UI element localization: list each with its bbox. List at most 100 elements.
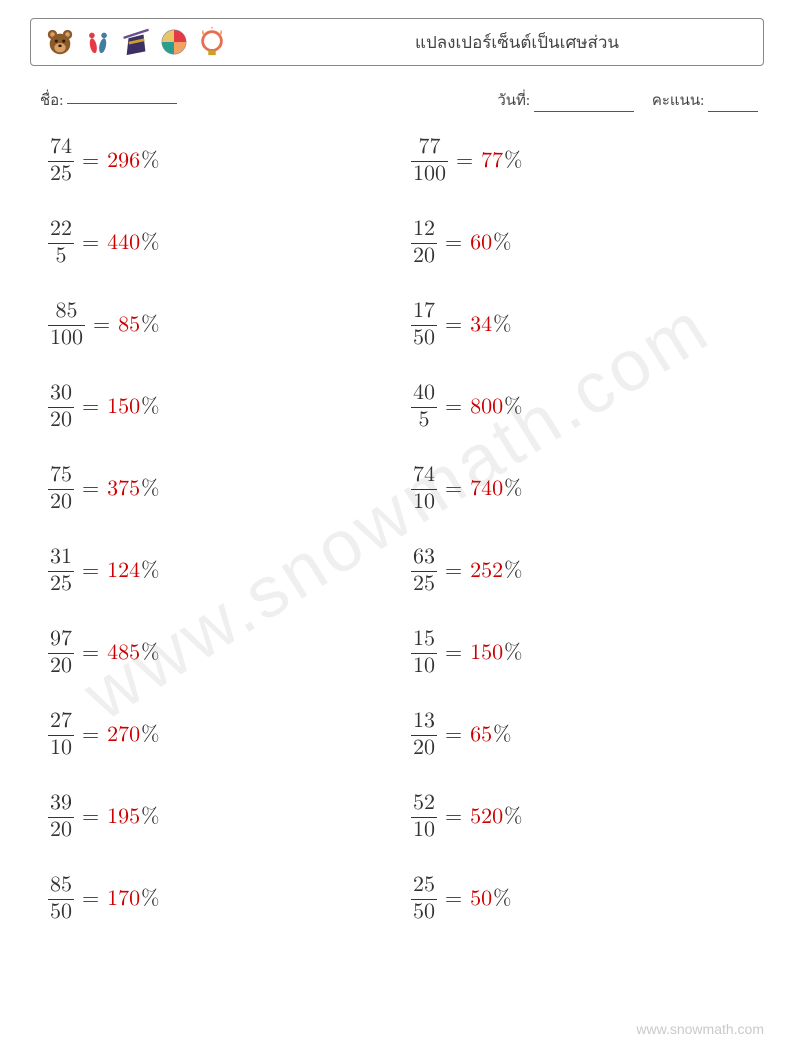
answer-value: 34 [470,312,492,338]
equals-sign: = [445,312,462,338]
answer-value: 740 [470,476,503,502]
numerator: 85 [54,300,80,323]
fraction: 5210 [411,792,437,841]
problem: 1320=65% [411,708,764,762]
numerator: 52 [411,792,437,815]
percent-sign: % [141,804,159,830]
numerator: 15 [411,628,437,651]
fraction: 1220 [411,218,437,267]
equals-sign: = [82,640,99,666]
equals-sign: = [82,394,99,420]
percent-sign: % [504,558,522,584]
date-blank[interactable] [534,96,634,112]
problem: 85100=85% [48,298,401,352]
numerator: 30 [48,382,74,405]
fraction: 3125 [48,546,74,595]
fraction: 7425 [48,136,74,185]
percent-sign: % [493,312,511,338]
fraction-bar [411,653,437,654]
beach-ball-icon [159,27,189,57]
fraction-bar [48,243,74,244]
percent-sign: % [504,394,522,420]
denominator: 25 [48,573,74,596]
fraction: 77100 [411,136,448,185]
percent-sign: % [504,640,522,666]
header-icons [45,27,227,57]
fraction: 225 [48,218,74,267]
numerator: 74 [48,136,74,159]
numerator: 17 [411,300,437,323]
fraction-bar [411,407,437,408]
name-label: ชื่อ: [40,88,63,112]
problem: 1220 = 60% [411,216,764,270]
equals-sign: = [82,558,99,584]
denominator: 25 [48,163,74,186]
name-blank[interactable] [67,88,177,104]
denominator: 50 [48,901,74,924]
answer-value: 50 [470,886,492,912]
problem: 2550=50% [411,872,764,926]
worksheet-title: แปลงเปอร์เซ็นต์เป็นเศษส่วน [415,29,749,56]
percent-sign: % [504,804,522,830]
magic-hat-icon [121,27,151,57]
equals-sign: = [445,722,462,748]
denominator: 25 [411,573,437,596]
numerator: 75 [48,464,74,487]
fraction-bar [48,735,74,736]
numerator: 63 [411,546,437,569]
denominator: 100 [48,327,85,350]
worksheet-header: แปลงเปอร์เซ็นต์เป็นเศษส่วน [30,18,764,66]
percent-sign: % [141,394,159,420]
problem: 7520=375% [48,462,401,516]
fraction-bar [48,407,74,408]
percent-sign: % [504,148,522,174]
problem: 3920=195% [48,790,401,844]
score-blank[interactable] [708,96,758,112]
denominator: 50 [411,901,437,924]
fraction-bar [48,899,74,900]
fraction: 9720 [48,628,74,677]
fraction-bar [411,489,437,490]
denominator: 20 [48,655,74,678]
problem: 77100=77% [411,134,764,188]
problem: 225=440% [48,216,401,270]
fraction: 405 [411,382,437,431]
percent-sign: % [493,230,511,256]
equals-sign: = [456,148,473,174]
equals-sign: = [82,804,99,830]
percent-sign: % [141,476,159,502]
fraction: 2710 [48,710,74,759]
denominator: 10 [48,737,74,760]
numerator: 12 [411,218,437,241]
percent-sign: % [493,722,511,748]
fraction: 1750 [411,300,437,349]
fraction-bar [48,489,74,490]
equals-sign: = [82,886,99,912]
percent-sign: % [141,640,159,666]
fraction: 6325 [411,546,437,595]
fraction-bar [411,899,437,900]
date-label: วันที่: [497,93,530,109]
numerator: 27 [48,710,74,733]
answer-value: 485 [107,640,140,666]
score-label: คะแนน: [652,93,704,109]
answer-value: 375 [107,476,140,502]
problem: 3020=150% [48,380,401,434]
answer-value: 270 [107,722,140,748]
equals-sign: = [445,230,462,256]
answer-value: 60 [470,230,492,256]
denominator: 5 [54,245,69,268]
equals-sign: = [82,148,99,174]
fraction-bar [48,653,74,654]
fraction-bar [411,325,437,326]
numerator: 97 [48,628,74,651]
percent-sign: % [141,148,159,174]
answer-value: 65 [470,722,492,748]
fraction-bar [48,161,74,162]
equals-sign: = [445,886,462,912]
equals-sign: = [82,722,99,748]
percent-sign: % [493,886,511,912]
problem: 1510=150% [411,626,764,680]
answer-value: 195 [107,804,140,830]
meta-row: ชื่อ: วันที่: คะแนน: [30,88,764,112]
